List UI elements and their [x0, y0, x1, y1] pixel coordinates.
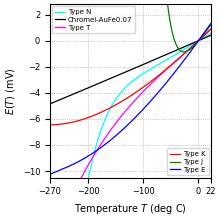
X-axis label: Temperature $T$ (deg C): Temperature $T$ (deg C) — [74, 202, 187, 216]
Legend: Type K, Type J, Type E: Type K, Type J, Type E — [167, 148, 209, 176]
Y-axis label: $E(T)$ (mV): $E(T)$ (mV) — [4, 67, 17, 115]
